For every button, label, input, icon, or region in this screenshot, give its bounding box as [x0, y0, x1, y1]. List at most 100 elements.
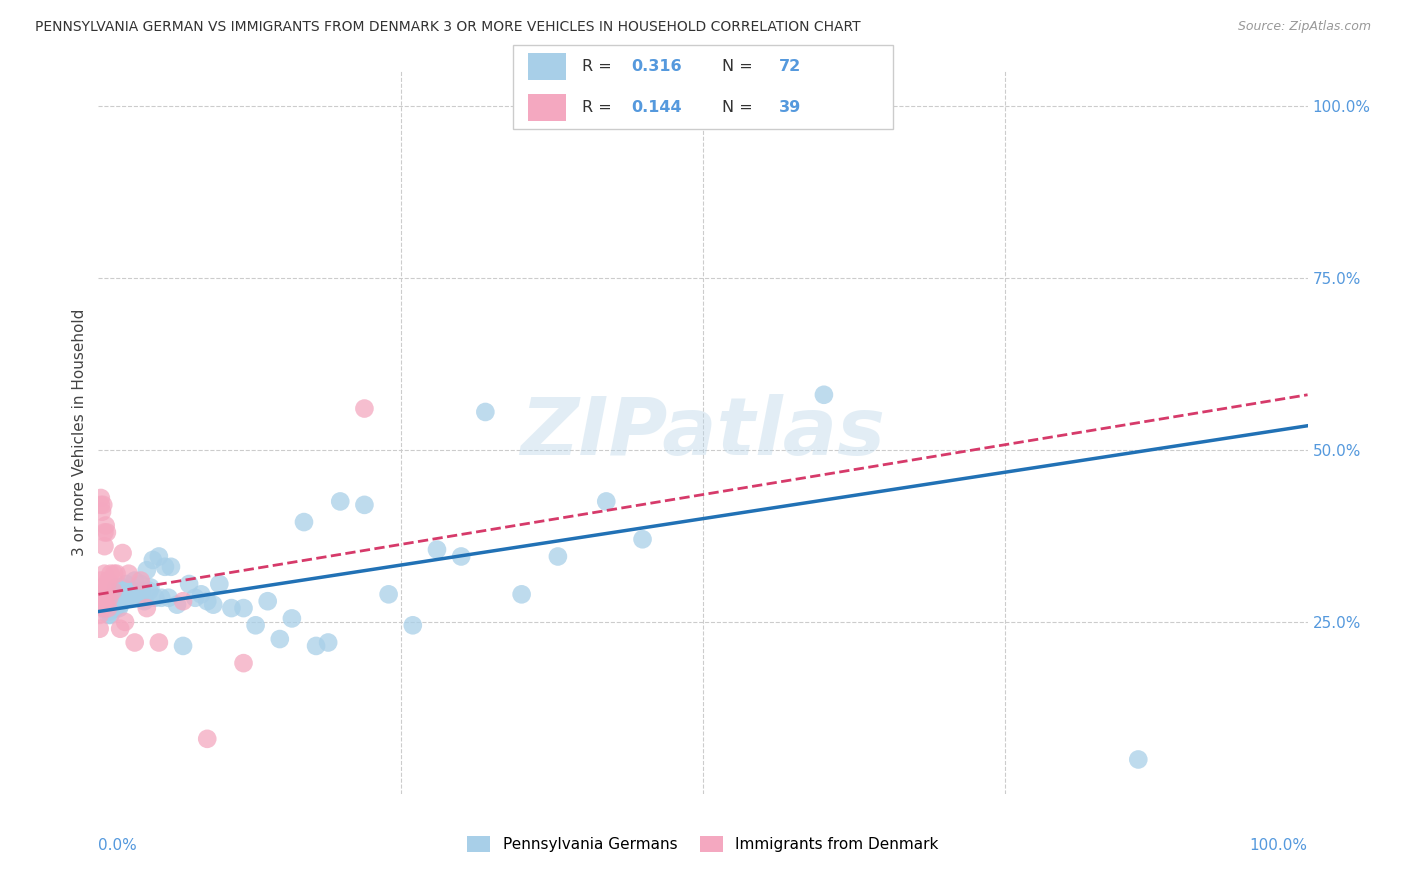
Point — [91, 601, 114, 615]
Point — [292, 515, 315, 529]
Point — [90, 491, 112, 505]
Point — [148, 549, 170, 564]
Point — [118, 583, 141, 598]
Point — [96, 581, 118, 595]
Point — [202, 598, 225, 612]
Bar — [529, 94, 567, 120]
Point — [547, 549, 569, 564]
Point — [269, 632, 291, 646]
Point — [221, 601, 243, 615]
Point — [107, 587, 129, 601]
Point — [93, 525, 115, 540]
Point — [184, 591, 207, 605]
Point — [426, 542, 449, 557]
Point — [124, 635, 146, 649]
Point — [100, 566, 122, 581]
Point — [179, 577, 201, 591]
Point — [450, 549, 472, 564]
Point — [101, 583, 124, 598]
Point — [103, 598, 125, 612]
Point — [100, 591, 122, 605]
Text: 72: 72 — [779, 59, 801, 74]
Point — [377, 587, 399, 601]
Point — [595, 494, 617, 508]
Point — [115, 577, 138, 591]
Point — [105, 581, 128, 595]
Text: N =: N = — [723, 100, 758, 115]
Point — [117, 591, 139, 605]
Point — [195, 594, 218, 608]
Point — [96, 525, 118, 540]
Point — [93, 601, 115, 615]
Text: R =: R = — [582, 59, 616, 74]
Point — [89, 607, 111, 622]
Bar — [529, 54, 567, 80]
Point — [101, 594, 124, 608]
Text: 100.0%: 100.0% — [1250, 838, 1308, 854]
Point — [127, 591, 149, 605]
Text: 0.0%: 0.0% — [98, 838, 138, 854]
Point — [104, 601, 127, 615]
Text: PENNSYLVANIA GERMAN VS IMMIGRANTS FROM DENMARK 3 OR MORE VEHICLES IN HOUSEHOLD C: PENNSYLVANIA GERMAN VS IMMIGRANTS FROM D… — [35, 20, 860, 34]
Point — [90, 574, 112, 588]
Point — [89, 594, 111, 608]
Point — [232, 601, 254, 615]
Point — [135, 563, 157, 577]
Point — [103, 566, 125, 581]
Point — [114, 615, 136, 629]
Y-axis label: 3 or more Vehicles in Household: 3 or more Vehicles in Household — [72, 309, 87, 557]
Point — [474, 405, 496, 419]
Point — [166, 598, 188, 612]
Point — [316, 635, 339, 649]
Point — [97, 601, 120, 615]
Point — [129, 577, 152, 591]
Point — [135, 601, 157, 615]
Point — [90, 591, 112, 605]
Point — [97, 574, 120, 588]
Point — [105, 566, 128, 581]
Point — [91, 587, 114, 601]
Point — [172, 594, 194, 608]
Text: 0.316: 0.316 — [631, 59, 682, 74]
Point — [118, 566, 141, 581]
Point — [93, 566, 115, 581]
Point — [157, 591, 180, 605]
Point — [108, 591, 131, 605]
Point — [134, 594, 156, 608]
Point — [108, 598, 131, 612]
Point — [232, 656, 254, 670]
Text: N =: N = — [723, 59, 758, 74]
Point — [256, 594, 278, 608]
Point — [353, 498, 375, 512]
Point — [91, 505, 114, 519]
Point — [245, 618, 267, 632]
Point — [105, 594, 128, 608]
Point — [142, 553, 165, 567]
Point — [91, 581, 114, 595]
Point — [110, 594, 132, 608]
Point — [108, 622, 131, 636]
Point — [89, 622, 111, 636]
Point — [172, 639, 194, 653]
Point — [153, 559, 176, 574]
Point — [160, 559, 183, 574]
Point — [91, 594, 114, 608]
Point — [139, 581, 162, 595]
Point — [195, 731, 218, 746]
Point — [329, 494, 352, 508]
Point — [111, 581, 134, 595]
Point — [94, 594, 117, 608]
Point — [143, 591, 166, 605]
Point — [111, 583, 134, 598]
Point — [402, 618, 425, 632]
Point — [93, 539, 115, 553]
Point — [510, 587, 533, 601]
Point — [305, 639, 328, 653]
Point — [281, 611, 304, 625]
Text: ZIPatlas: ZIPatlas — [520, 393, 886, 472]
Point — [148, 635, 170, 649]
Point — [98, 591, 121, 605]
Point — [129, 574, 152, 588]
Point — [124, 574, 146, 588]
Point — [353, 401, 375, 416]
